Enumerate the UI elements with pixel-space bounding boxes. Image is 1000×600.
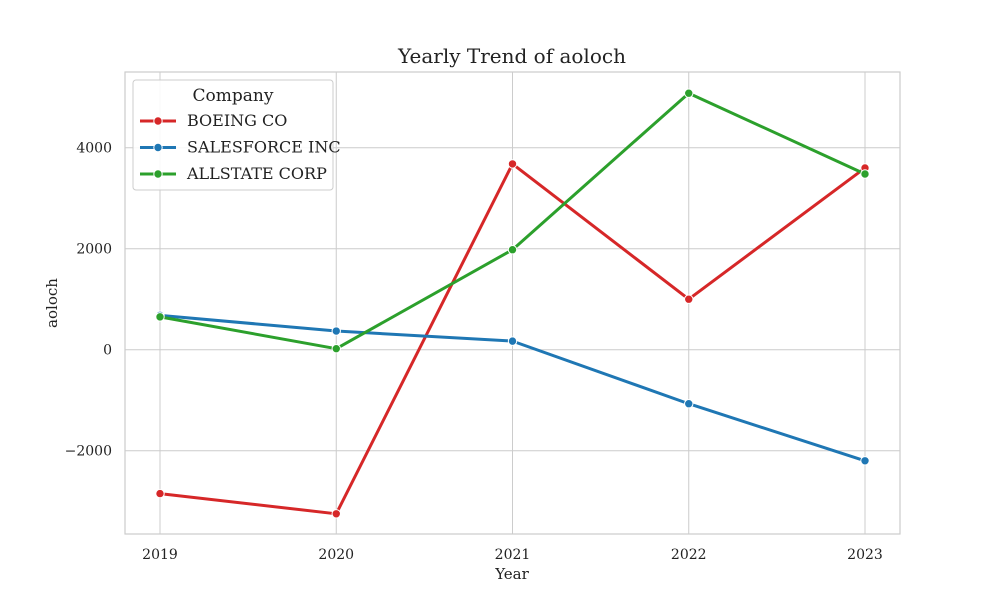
data-point	[331, 343, 341, 354]
legend-marker	[153, 116, 163, 126]
legend-box	[132, 79, 334, 191]
y-axis-label: aoloch	[43, 278, 61, 328]
x-tick-label: 2020	[318, 547, 354, 563]
legend-entry: ALLSTATE CORP	[140, 164, 327, 183]
x-tick-label: 2019	[142, 547, 178, 563]
legend-label: ALLSTATE CORP	[186, 164, 327, 183]
data-point	[331, 509, 341, 519]
y-tick-label: 0	[103, 343, 112, 359]
legend: Company BOEING CO SALESFORCE INC ALLSTATE …	[132, 79, 341, 191]
grid-layer	[125, 72, 900, 534]
y-tick-label: −2000	[65, 444, 112, 460]
series-allstate-corp	[155, 88, 870, 354]
chart-title: Yearly Trend of aoloch	[397, 44, 626, 68]
data-point	[507, 245, 518, 255]
y-tick-label: 2000	[76, 242, 112, 258]
tick-layer: 2019 2020 2021 2022 2023 −2000 0 2000 4000	[65, 141, 883, 563]
legend-title: Company	[193, 86, 274, 106]
x-tick-label: 2023	[847, 547, 883, 563]
x-tick-label: 2022	[671, 547, 707, 563]
plot-frame	[124, 71, 901, 535]
data-point	[684, 294, 694, 304]
data-point	[507, 159, 518, 169]
data-point	[155, 488, 165, 499]
legend-entry: BOEING CO	[140, 111, 287, 130]
data-point	[155, 312, 165, 322]
data-point	[331, 326, 341, 336]
data-point	[684, 399, 694, 409]
data-point	[860, 456, 870, 466]
legend-entry: SALESFORCE INC	[140, 138, 341, 157]
series-layer	[155, 88, 870, 519]
legend-label: BOEING CO	[187, 111, 287, 130]
data-point	[860, 169, 870, 179]
legend-label: SALESFORCE INC	[187, 138, 341, 157]
legend-marker	[153, 142, 163, 153]
x-tick-label: 2021	[495, 547, 531, 563]
y-tick-label: 4000	[76, 141, 112, 157]
data-point	[507, 336, 518, 346]
x-axis-label: Year	[494, 565, 529, 583]
data-point	[684, 88, 694, 98]
legend-marker	[153, 169, 163, 179]
